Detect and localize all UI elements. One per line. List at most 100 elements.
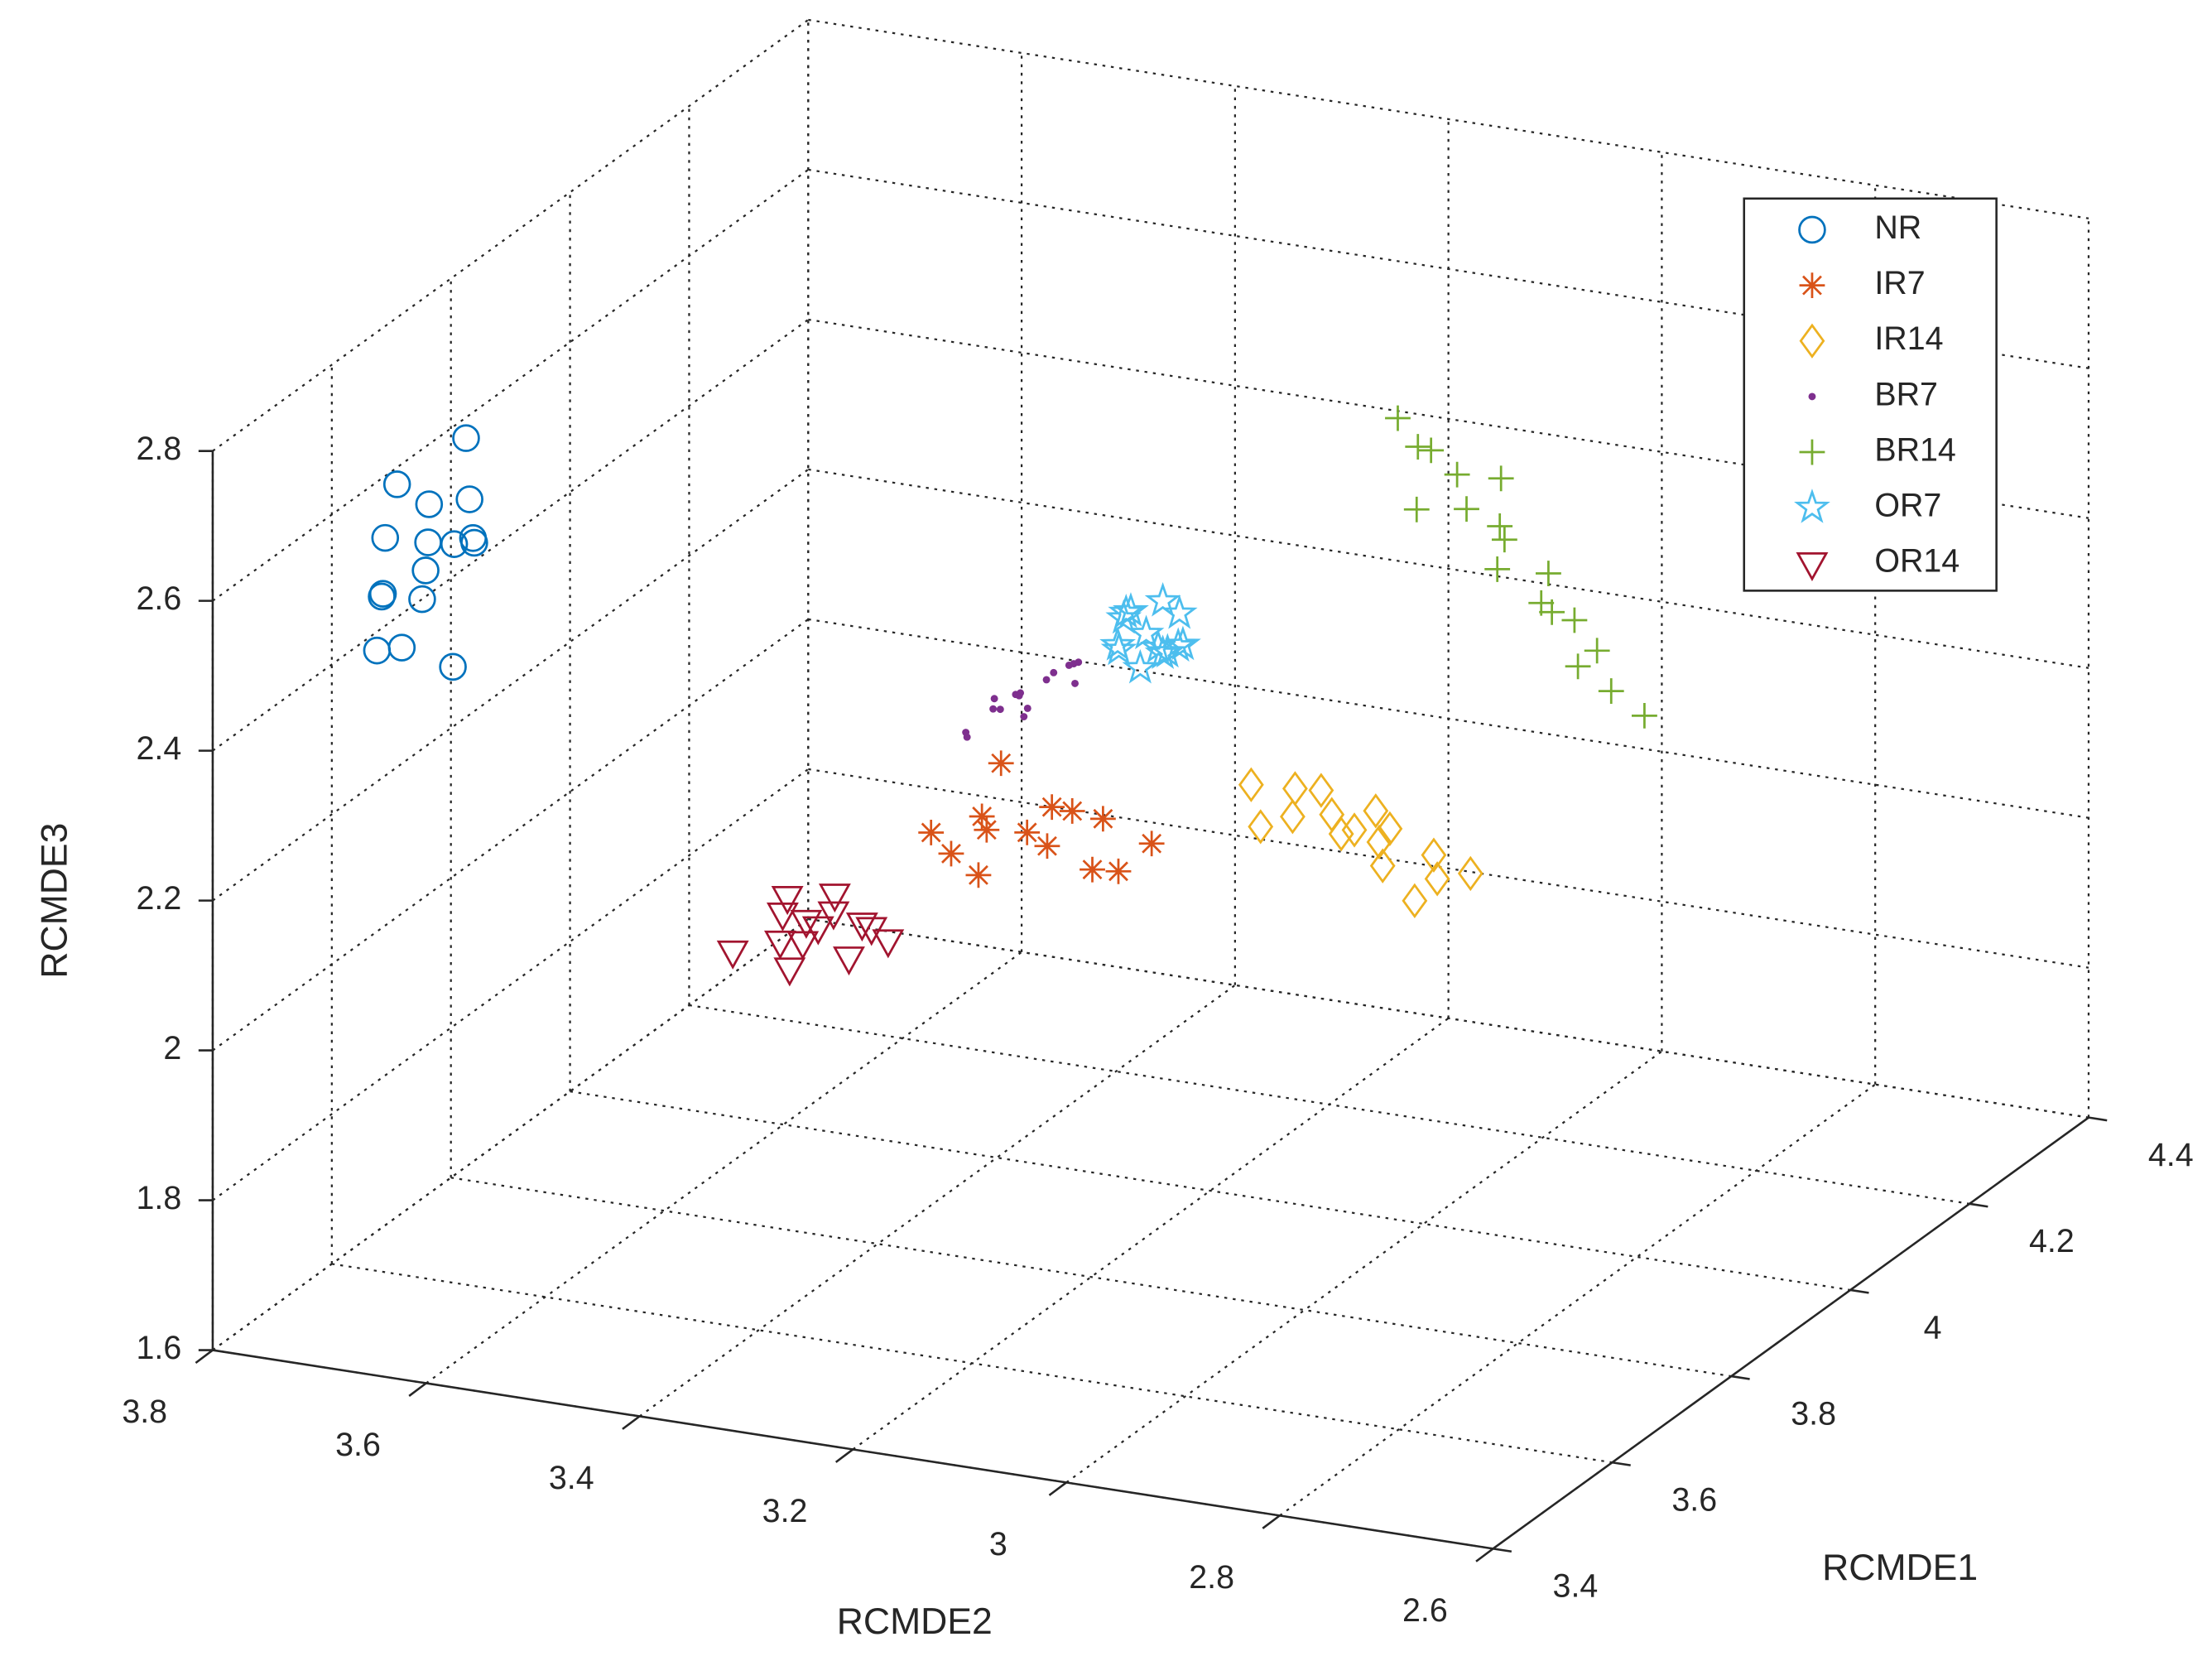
point — [1402, 883, 1428, 919]
point — [1418, 437, 1445, 464]
point — [818, 883, 851, 913]
legend-label: NR — [1874, 209, 1921, 246]
point — [408, 585, 436, 614]
point — [1487, 513, 1513, 539]
point — [1454, 496, 1479, 522]
legend-marker — [1799, 323, 1825, 359]
point — [1280, 799, 1306, 835]
point — [1014, 819, 1041, 845]
point — [996, 705, 1004, 714]
x-tick-label: 3.2 — [762, 1493, 808, 1529]
x-tick — [195, 1349, 214, 1365]
point — [817, 901, 850, 931]
point — [1421, 837, 1447, 873]
point — [1598, 678, 1624, 704]
point — [1385, 405, 1411, 431]
series — [962, 658, 1083, 741]
point — [1457, 855, 1483, 892]
point — [1071, 679, 1079, 687]
point — [1377, 811, 1403, 847]
grid-line — [1279, 1083, 1876, 1517]
point — [1405, 434, 1431, 460]
point — [1144, 582, 1181, 617]
series — [716, 883, 905, 987]
z-tick-label: 1.6 — [137, 1330, 182, 1366]
y-tick — [1850, 1288, 1869, 1294]
grid-line — [570, 1090, 1851, 1292]
point — [989, 705, 998, 713]
y-tick-label: 3.6 — [1671, 1482, 1717, 1519]
point — [415, 490, 444, 518]
x-tick-label: 3.4 — [549, 1460, 594, 1496]
point — [1105, 858, 1132, 884]
grid-line — [1065, 1050, 1663, 1484]
point — [382, 470, 411, 498]
legend: NR IR7 IR14 BR7 BR14 OR7 OR14 — [1743, 197, 1998, 592]
grid-line — [331, 1263, 1613, 1464]
x-tick-label: 2.6 — [1402, 1592, 1448, 1629]
grid-line — [212, 768, 809, 1201]
point — [962, 729, 970, 736]
x-tick — [1262, 1514, 1281, 1529]
legend-marker — [1796, 551, 1829, 581]
point — [990, 695, 998, 703]
legend-label: IR7 — [1874, 265, 1925, 301]
y-tick-label: 4.4 — [2148, 1137, 2194, 1173]
point — [1020, 713, 1028, 720]
point — [716, 940, 749, 970]
x-tick — [622, 1415, 641, 1430]
grid-line — [212, 917, 809, 1351]
point — [1341, 812, 1368, 848]
x-tick-label: 3 — [989, 1526, 1007, 1562]
grid-line — [808, 468, 2089, 669]
point — [1161, 594, 1198, 629]
point — [1561, 607, 1588, 633]
x-tick — [408, 1382, 427, 1397]
series — [363, 424, 488, 681]
grid-line — [212, 469, 809, 902]
legend-label: BR14 — [1874, 431, 1955, 468]
legend-label: OR7 — [1874, 488, 1941, 524]
grid-line — [808, 168, 2089, 369]
point — [440, 530, 469, 558]
point — [1565, 653, 1591, 680]
point — [1363, 793, 1389, 829]
y-tick — [1969, 1202, 1988, 1208]
grid-line — [808, 18, 2089, 219]
z-tick-label: 2 — [163, 1030, 181, 1066]
point — [833, 946, 865, 976]
point — [1023, 704, 1031, 712]
point — [411, 556, 440, 585]
point — [1328, 816, 1354, 852]
point — [371, 523, 400, 552]
legend-marker — [1794, 489, 1830, 523]
legend-marker — [1799, 272, 1825, 299]
point — [1138, 830, 1165, 857]
y-tick — [2088, 1116, 2108, 1122]
point — [1140, 628, 1176, 663]
point — [1238, 767, 1264, 802]
point — [790, 909, 823, 939]
point — [1108, 593, 1145, 628]
z-tick-label: 1.8 — [137, 1180, 182, 1216]
point — [1632, 702, 1657, 729]
y-tick-label: 4 — [1924, 1309, 1942, 1346]
point — [1424, 861, 1450, 897]
legend-box — [1743, 197, 1998, 592]
point — [974, 816, 1000, 843]
grid-line — [638, 984, 1236, 1418]
point — [1015, 691, 1023, 700]
y-axis-label: RCMDE1 — [1822, 1548, 1978, 1588]
legend-label: OR14 — [1874, 543, 1960, 580]
z-tick-label: 2.6 — [137, 580, 182, 617]
point — [1080, 856, 1105, 883]
z-tick-label: 2.4 — [137, 730, 182, 767]
point — [1491, 527, 1517, 553]
point — [938, 840, 964, 867]
x-tick — [1048, 1481, 1067, 1496]
point — [1308, 773, 1334, 808]
point — [1369, 848, 1396, 883]
grid-line — [808, 318, 2089, 519]
grid-line — [426, 951, 1022, 1384]
